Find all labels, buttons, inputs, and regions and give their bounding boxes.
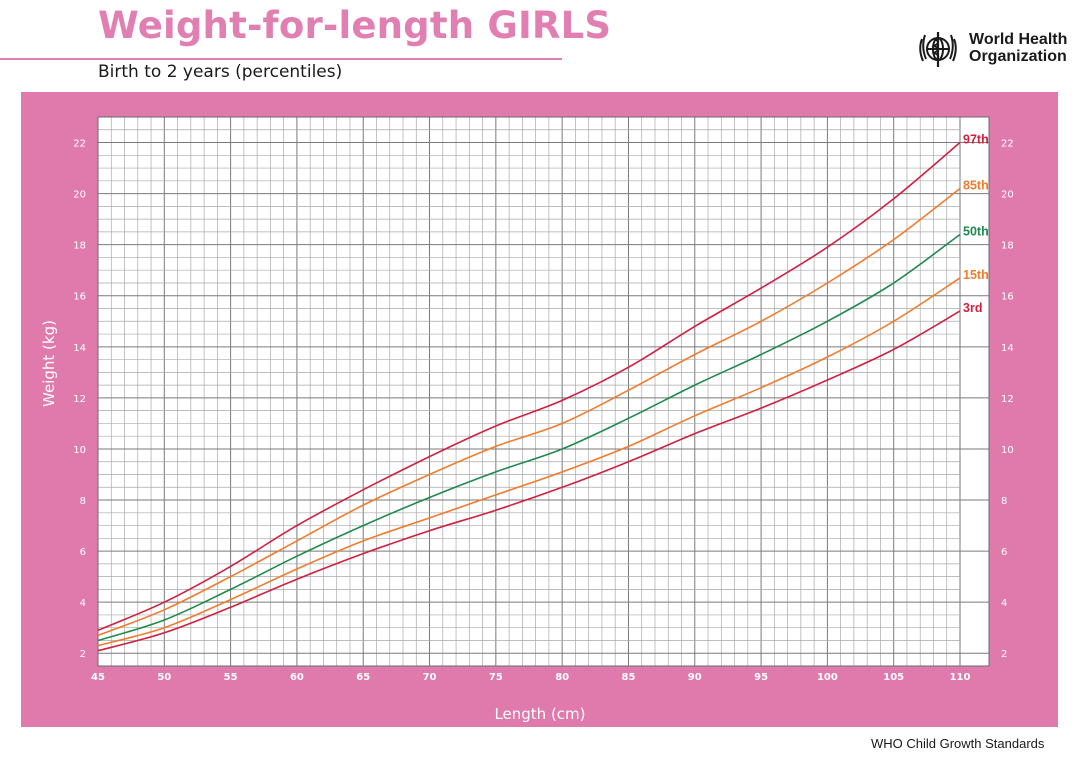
percentile-lines: 3rd 15th 50th 85th 97th bbox=[97, 133, 989, 652]
series-line-50th bbox=[97, 233, 961, 642]
chart-panel: 45 50 55 60 65 70 75 80 85 90 95 100 105 110 2 4 6 8 10 12 1… bbox=[21, 92, 1058, 727]
y-tick-label-right: 12 bbox=[1001, 394, 1014, 405]
x-tick-label: 60 bbox=[290, 672, 304, 683]
x-tick-label: 95 bbox=[754, 672, 768, 683]
series-label-85th: 85th bbox=[963, 178, 989, 192]
y-tick-label-right: 6 bbox=[1001, 547, 1007, 558]
x-tick-label: 65 bbox=[356, 672, 370, 683]
x-tick-label: 70 bbox=[423, 672, 437, 683]
y-tick-label: 18 bbox=[73, 241, 86, 252]
y-tick-label-right: 20 bbox=[1001, 190, 1014, 201]
org-name-line1: World Health bbox=[969, 31, 1068, 48]
y-tick-label: 12 bbox=[73, 394, 86, 405]
x-tick-label: 105 bbox=[883, 672, 904, 683]
series-line-3rd bbox=[97, 310, 961, 652]
x-tick-label: 90 bbox=[688, 672, 702, 683]
series-label-15th: 15th bbox=[963, 268, 989, 282]
weight-for-length-chart: 45 50 55 60 65 70 75 80 85 90 95 100 105 110 2 4 6 8 10 12 1… bbox=[40, 116, 1014, 723]
org-name-line2: Organization bbox=[969, 48, 1067, 65]
y-tick-label: 2 bbox=[80, 649, 86, 660]
series-label-3rd: 3rd bbox=[963, 301, 982, 315]
y-tick-label-right: 2 bbox=[1001, 649, 1007, 660]
x-tick-label: 85 bbox=[622, 672, 636, 683]
y-tick-label: 14 bbox=[73, 343, 86, 354]
footer-credit: WHO Child Growth Standards bbox=[871, 736, 1045, 751]
series-line-15th bbox=[97, 277, 961, 647]
series-line-85th bbox=[97, 187, 961, 637]
y-tick-label-right: 14 bbox=[1001, 343, 1014, 354]
page-title: Weight-for-length GIRLS bbox=[98, 4, 612, 47]
x-tick-label: 110 bbox=[950, 672, 971, 683]
x-tick-label: 55 bbox=[224, 672, 238, 683]
x-tick-label: 45 bbox=[91, 672, 105, 683]
y-axis-title: Weight (kg) bbox=[40, 320, 58, 407]
y-tick-label-right: 18 bbox=[1001, 241, 1014, 252]
x-axis-title: Length (cm) bbox=[494, 705, 585, 723]
plot-area bbox=[98, 117, 989, 666]
series-line-97th bbox=[97, 141, 961, 632]
x-tick-label: 80 bbox=[555, 672, 569, 683]
y-tick-label-right: 16 bbox=[1001, 292, 1014, 303]
y-tick-label-right: 10 bbox=[1001, 445, 1014, 456]
page-subtitle: Birth to 2 years (percentiles) bbox=[98, 62, 343, 82]
org-name: World Health Organization bbox=[969, 31, 1067, 65]
series-label-50th: 50th bbox=[963, 224, 989, 238]
plot-border bbox=[97, 116, 990, 667]
x-tick-label: 100 bbox=[817, 672, 838, 683]
y-tick-labels-left: 2 4 6 8 10 12 14 16 18 20 22 bbox=[73, 139, 86, 661]
y-tick-label: 10 bbox=[73, 445, 86, 456]
y-tick-labels-right: 2 4 6 8 10 12 14 16 18 20 22 bbox=[1001, 139, 1014, 661]
x-tick-labels: 45 50 55 60 65 70 75 80 85 90 95 100 105 110 bbox=[91, 672, 970, 683]
y-tick-label-right: 22 bbox=[1001, 139, 1014, 150]
who-emblem-icon bbox=[919, 32, 957, 67]
y-tick-label: 4 bbox=[80, 598, 86, 609]
x-tick-label: 75 bbox=[489, 672, 503, 683]
y-tick-label: 6 bbox=[80, 547, 86, 558]
y-tick-label: 8 bbox=[80, 496, 86, 507]
y-tick-label: 22 bbox=[73, 139, 86, 150]
x-tick-label: 50 bbox=[157, 672, 171, 683]
y-tick-label-right: 4 bbox=[1001, 598, 1007, 609]
y-tick-label-right: 8 bbox=[1001, 496, 1007, 507]
y-tick-label: 20 bbox=[73, 190, 86, 201]
title-divider bbox=[0, 58, 562, 60]
y-tick-label: 16 bbox=[73, 292, 86, 303]
series-label-97th: 97th bbox=[963, 133, 989, 147]
